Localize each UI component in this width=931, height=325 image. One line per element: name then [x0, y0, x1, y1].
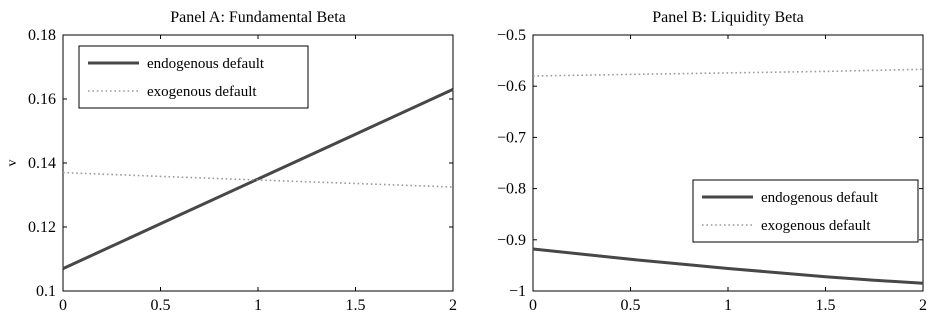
y-tick-label: −1: [509, 283, 526, 300]
legend-label: exogenous default: [147, 84, 257, 100]
x-tick-label: 1.5: [816, 297, 836, 314]
y-tick-label: 0.18: [28, 27, 56, 44]
legend-box: [692, 179, 919, 243]
y-tick-label: 0.14: [28, 155, 56, 172]
x-tick-label: 0: [529, 297, 537, 314]
x-tick-label: 1: [254, 297, 262, 314]
legend: endogenous default exogenous default: [78, 45, 309, 109]
panel-title: Panel B: Liquidity Beta: [652, 9, 804, 26]
x-tick-label: 0: [59, 297, 67, 314]
legend-label: endogenous default: [147, 56, 265, 72]
x-tick-label: 0.5: [621, 297, 641, 314]
y-tick-label: 0.1: [36, 283, 56, 300]
series-line-endogenous-default: [532, 247, 924, 285]
panel-a: Panel A: Fundamental Beta 0 0.5 1 1.5 2 0.1 0.1…: [5, 9, 457, 314]
y-tick-label: −0.6: [497, 78, 526, 95]
legend-label: endogenous default: [761, 190, 879, 206]
legend: endogenous default exogenous default: [692, 179, 919, 243]
y-tick-label: −0.7: [497, 129, 526, 146]
x-tick-label: 2: [919, 297, 927, 314]
series-line-exogenous-default: [532, 68, 924, 77]
x-tick-label: 0.5: [151, 297, 171, 314]
x-tick-label: 1: [724, 297, 732, 314]
x-tick-label: 1.5: [346, 297, 366, 314]
series-line-endogenous-default: [62, 88, 454, 270]
x-tick-label: 2: [449, 297, 457, 314]
y-tick-label: −0.5: [497, 27, 526, 44]
legend-label: exogenous default: [761, 218, 871, 234]
panel-title: Panel A: Fundamental Beta: [170, 9, 346, 26]
legend-box: [78, 45, 309, 109]
panel-b: Panel B: Liquidity Beta 0 0.5 1 1.5 2 −1 −0.9 −0…: [497, 9, 927, 314]
y-tick-label: −0.9: [497, 232, 526, 249]
y-axis-label: v: [5, 160, 20, 167]
y-tick-label: 0.12: [28, 219, 56, 236]
y-tick-label: 0.16: [28, 91, 56, 108]
series-line-exogenous-default: [62, 171, 454, 188]
y-tick-label: −0.8: [497, 181, 526, 198]
